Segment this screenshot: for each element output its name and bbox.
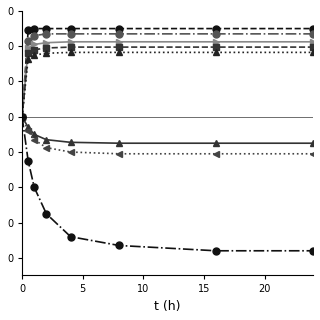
X-axis label: t (h): t (h) <box>154 300 181 313</box>
